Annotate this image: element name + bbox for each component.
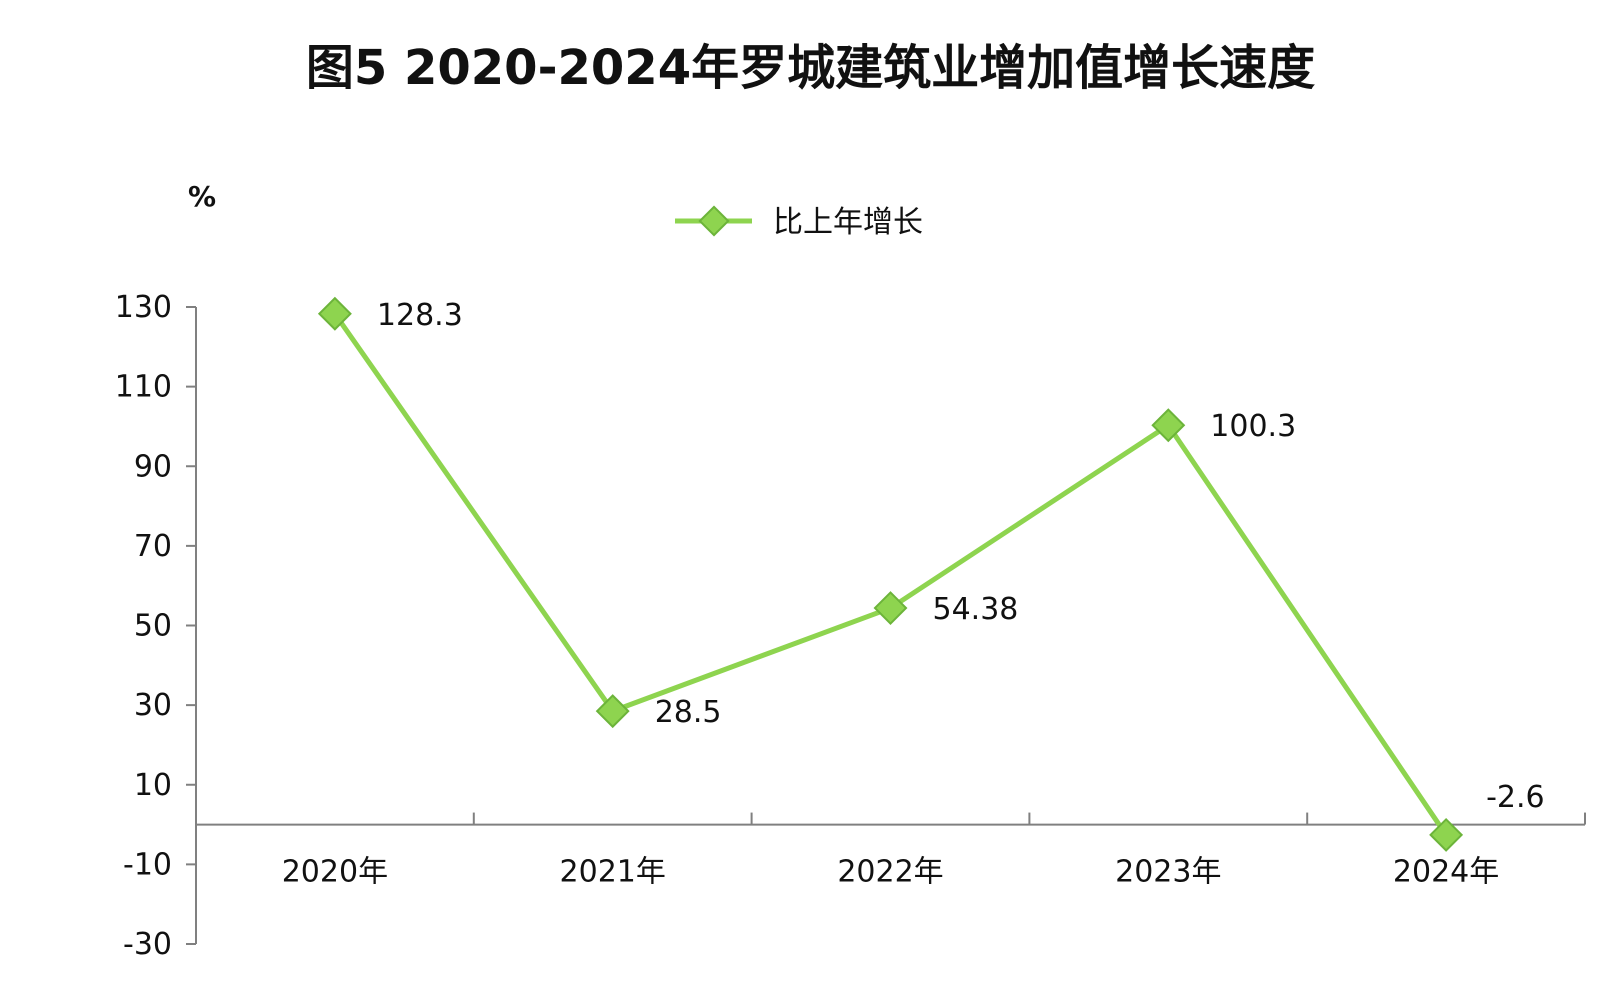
data-label: 28.5 <box>655 695 722 730</box>
y-tick-label: 90 <box>134 449 172 484</box>
y-tick-label: 50 <box>134 609 172 644</box>
y-tick-label: 130 <box>115 290 172 325</box>
y-axis-unit-label: % <box>188 180 216 213</box>
data-labels: 128.3 28.5 54.38 100.3 -2.6 <box>377 298 1545 815</box>
data-point-marker <box>1151 408 1186 443</box>
data-label: 100.3 <box>1210 409 1296 444</box>
data-point-marker <box>873 591 908 626</box>
series-line-group <box>332 312 1449 837</box>
data-label: 128.3 <box>377 298 463 333</box>
x-tick-label: 2022年 <box>837 855 943 890</box>
legend-diamond-marker <box>698 205 730 237</box>
y-tick-label: 30 <box>134 688 172 723</box>
series-line <box>332 312 1449 837</box>
axes <box>195 307 1585 944</box>
data-label: 54.38 <box>933 592 1019 627</box>
legend: 比上年增长 <box>675 205 923 240</box>
y-tick-label: -30 <box>123 927 172 962</box>
x-tick-label: 2024年 <box>1393 855 1499 890</box>
data-point-marker <box>317 296 352 331</box>
series-markers <box>317 296 1464 852</box>
y-tick-label: 10 <box>134 768 172 803</box>
data-label: -2.6 <box>1486 780 1545 815</box>
y-tick-label: 110 <box>115 370 172 405</box>
x-tick-label: 2023年 <box>1115 855 1221 890</box>
x-axis-ticks: 2020年 2021年 2022年 2023年 2024年 <box>282 812 1586 890</box>
y-axis-ticks: -30 -10 10 30 50 70 90 110 130 <box>115 290 196 962</box>
data-point-marker <box>595 694 630 729</box>
legend-series-label: 比上年增长 <box>773 205 923 240</box>
y-tick-label: 70 <box>134 529 172 564</box>
data-point-marker <box>1429 817 1464 852</box>
x-tick-label: 2020年 <box>282 855 388 890</box>
y-tick-label: -10 <box>123 847 172 882</box>
x-tick-label: 2021年 <box>560 855 666 890</box>
chart-title: 图5 2020-2024年罗城建筑业增加值增长速度 <box>305 40 1316 96</box>
